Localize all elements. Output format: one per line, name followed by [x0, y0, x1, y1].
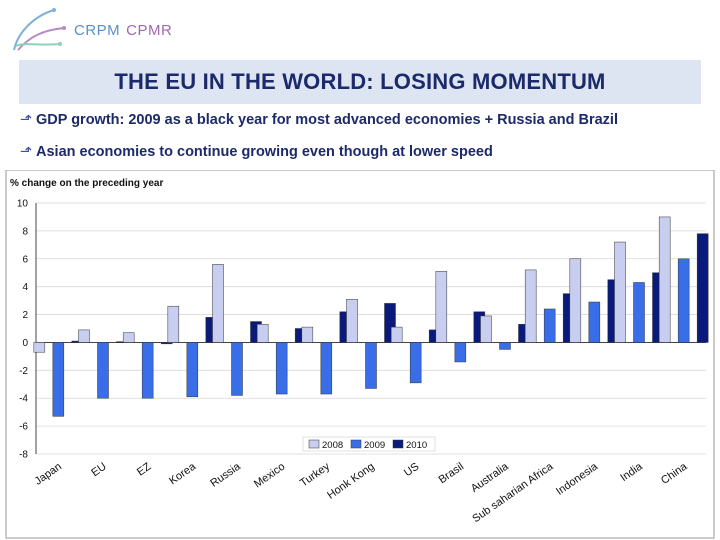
y-tick-label: 6	[22, 254, 28, 265]
bullet-text: GDP growth: 2009 as a black year for mos…	[36, 112, 618, 128]
bar-2009	[275, 342, 288, 395]
bar-2009	[454, 342, 467, 363]
y-tick-label: -6	[19, 422, 28, 433]
bar-2009	[97, 342, 109, 399]
bar-2008	[167, 305, 180, 343]
bar-2008	[524, 269, 537, 343]
bar-2008	[301, 326, 314, 343]
page-title: THE EU IN THE WORLD: LOSING MOMENTUM	[114, 69, 606, 94]
y-tick-label: 8	[22, 226, 28, 237]
chart-frame	[5, 170, 715, 539]
legend-label: 2010	[406, 440, 427, 451]
logo-text: CRPM CPMR	[74, 22, 172, 39]
bullet-text: Asian economies to continue growing even…	[36, 144, 493, 160]
bar-2008	[78, 329, 90, 343]
logo-emblem-icon	[13, 8, 66, 51]
bullet-item: ⬏ GDP growth: 2009 as a black year for mo…	[20, 112, 618, 128]
bar-2008	[212, 264, 224, 343]
legend-label: 2009	[364, 440, 385, 451]
arrow-bullet-icon: ⬏	[20, 112, 33, 128]
logo: CRPM CPMR	[4, 2, 184, 54]
bar-2010	[384, 303, 396, 343]
bar-2008	[435, 271, 448, 343]
bar-2009	[365, 342, 377, 389]
bar-2009	[499, 342, 511, 350]
y-tick-label: 10	[17, 199, 29, 210]
legend-label: 2008	[322, 440, 343, 451]
bar-2008	[614, 241, 626, 343]
bar-2009	[320, 342, 333, 395]
y-axis-label: % change on the preceding year	[10, 178, 163, 189]
logo-text-a: CRPM	[74, 22, 121, 39]
bar-2008	[480, 315, 492, 343]
y-tick-label: 4	[22, 282, 28, 293]
y-tick-label: -4	[19, 394, 28, 405]
bar-2010	[696, 233, 709, 343]
bar-2008	[256, 324, 269, 343]
bar-2009	[409, 342, 422, 384]
bar-2008	[122, 332, 135, 343]
bar-2009	[543, 308, 556, 343]
y-tick-label: -8	[19, 450, 28, 461]
logo-text-b: CPMR	[126, 22, 173, 39]
y-tick-label: 0	[22, 338, 28, 349]
legend-swatch	[308, 439, 320, 449]
y-tick-label: 2	[22, 310, 28, 321]
bar-2009	[677, 258, 690, 343]
bar-2009	[52, 342, 65, 417]
gdp-bar-chart: % change on the preceding year 10 8 6 4 2 0 -2 -…	[5, 170, 715, 539]
bar-2010	[160, 342, 173, 345]
title-box: THE EU IN THE WORLD: LOSING MOMENTUM	[19, 60, 701, 104]
bar-2009	[186, 342, 199, 398]
bar-2009	[231, 342, 243, 396]
bar-2008	[569, 258, 582, 343]
bullet-item: ⬏ Asian economies to continue growing eve…	[20, 144, 493, 160]
arrow-bullet-icon: ⬏	[20, 144, 33, 160]
bar-2008	[658, 216, 671, 343]
bar-2008	[390, 326, 403, 343]
bar-2008	[346, 298, 358, 343]
bar-2008	[33, 342, 46, 353]
bar-2009	[141, 342, 154, 399]
bar-2009	[633, 282, 645, 343]
legend-swatch	[392, 439, 404, 449]
legend-swatch	[350, 439, 362, 449]
bar-2009	[588, 301, 601, 343]
y-tick-label: -2	[19, 366, 28, 377]
